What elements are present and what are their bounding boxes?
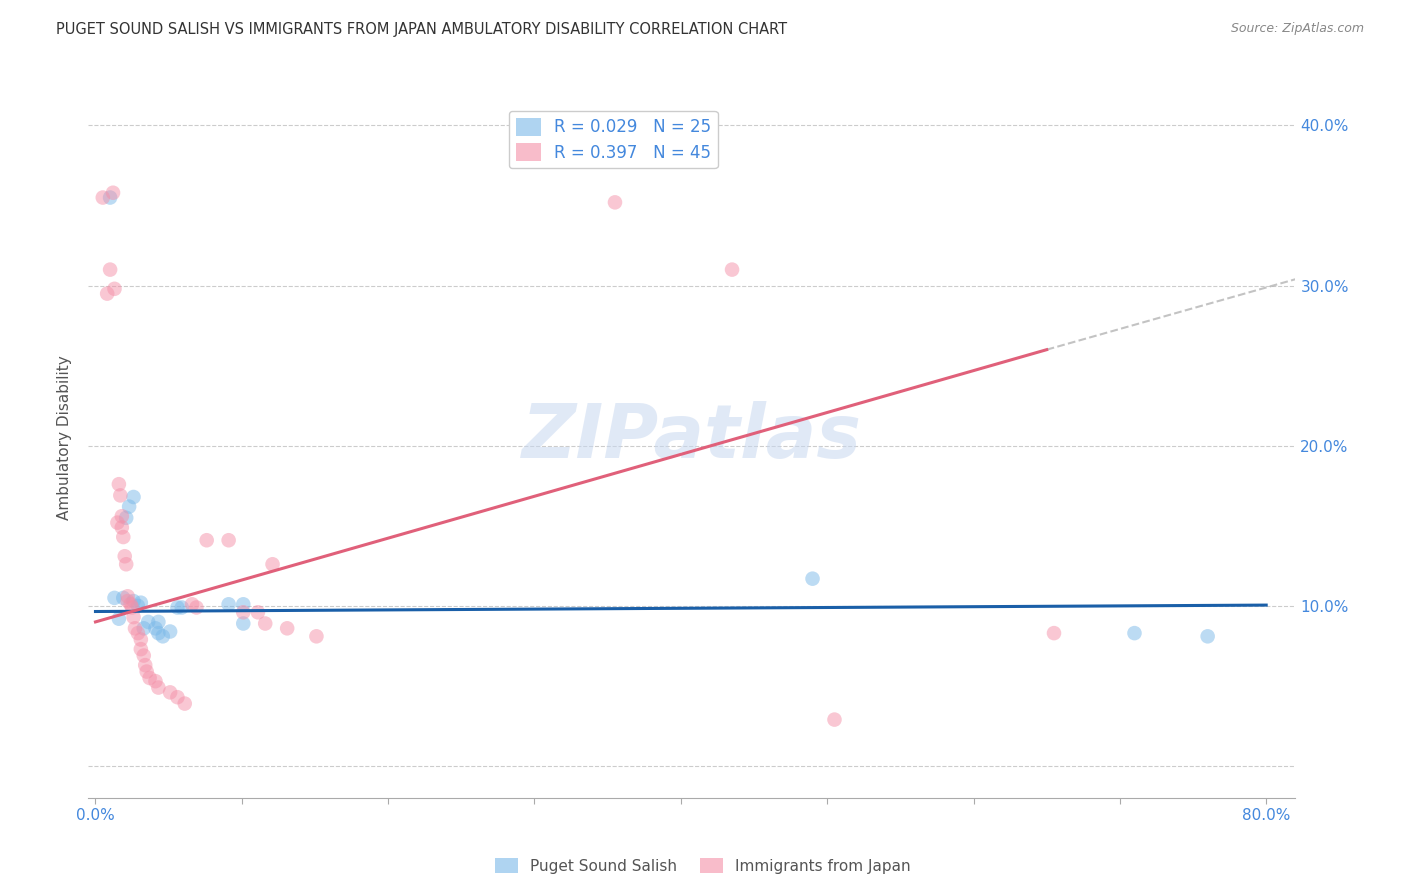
Text: Source: ZipAtlas.com: Source: ZipAtlas.com [1230, 22, 1364, 36]
Point [91, 190, 114, 204]
Point [114, 549, 136, 564]
Point [195, 533, 218, 548]
Point [232, 605, 254, 619]
Point [129, 642, 152, 657]
Text: PUGET SOUND SALISH VS IMMIGRANTS FROM JAPAN AMBULATORY DISABILITY CORRELATION CH: PUGET SOUND SALISH VS IMMIGRANTS FROM JA… [56, 22, 787, 37]
Point [232, 616, 254, 631]
Point [254, 616, 277, 631]
Point [824, 713, 846, 727]
Point [170, 600, 193, 615]
Point [127, 599, 149, 613]
Point [145, 674, 167, 689]
Point [103, 282, 125, 296]
Point [117, 594, 139, 608]
Point [120, 597, 142, 611]
Point [276, 621, 298, 635]
Point [111, 509, 134, 524]
Point [159, 624, 181, 639]
Point [117, 589, 139, 603]
Point [603, 195, 626, 210]
Point [1197, 629, 1219, 643]
Point [166, 690, 188, 705]
Point [159, 685, 181, 699]
Point [145, 621, 167, 635]
Point [218, 597, 240, 611]
Point [1043, 626, 1066, 640]
Point [132, 621, 155, 635]
Point [132, 648, 155, 663]
Point [98, 262, 121, 277]
Point [115, 558, 138, 572]
Point [148, 626, 170, 640]
Point [107, 516, 129, 530]
Point [121, 600, 143, 615]
Point [127, 626, 149, 640]
Point [173, 697, 195, 711]
Point [103, 591, 125, 605]
Point [122, 490, 145, 504]
Point [98, 190, 121, 204]
Point [129, 596, 152, 610]
Point [1123, 626, 1146, 640]
Point [136, 615, 159, 629]
Point [108, 612, 131, 626]
Text: ZIPatlas: ZIPatlas [522, 401, 862, 475]
Point [148, 615, 170, 629]
Point [186, 600, 208, 615]
Point [124, 621, 146, 635]
Point [122, 594, 145, 608]
Point [118, 500, 141, 514]
Point [181, 597, 204, 611]
Point [112, 530, 135, 544]
Point [110, 488, 132, 502]
Point [108, 477, 131, 491]
Point [138, 671, 160, 685]
Point [232, 597, 254, 611]
Point [801, 572, 824, 586]
Point [166, 600, 188, 615]
Point [262, 558, 284, 572]
Legend: Puget Sound Salish, Immigrants from Japan: Puget Sound Salish, Immigrants from Japa… [489, 852, 917, 880]
Point [152, 629, 174, 643]
Point [305, 629, 328, 643]
Point [111, 520, 134, 534]
Point [129, 632, 152, 647]
Point [115, 511, 138, 525]
Point [148, 681, 170, 695]
Point [134, 658, 156, 673]
Point [112, 591, 135, 605]
Y-axis label: Ambulatory Disability: Ambulatory Disability [58, 355, 72, 520]
Point [101, 186, 124, 200]
Point [96, 286, 118, 301]
Point [218, 533, 240, 548]
Point [135, 665, 157, 679]
Point [721, 262, 744, 277]
Point [246, 605, 269, 619]
Point [122, 610, 145, 624]
Legend: R = 0.029   N = 25, R = 0.397   N = 45: R = 0.029 N = 25, R = 0.397 N = 45 [509, 111, 717, 169]
